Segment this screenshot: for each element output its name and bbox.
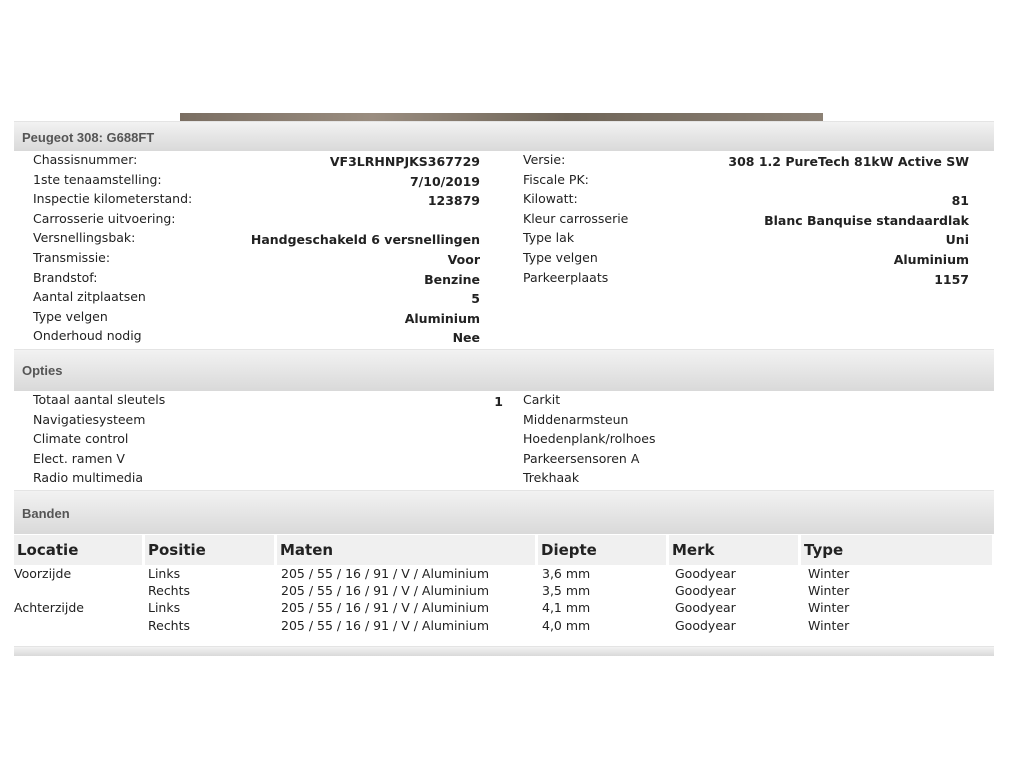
column-header-maten: Maten (277, 535, 535, 565)
field-value: Aluminium (893, 252, 969, 267)
field-label: Kilowatt: (523, 191, 578, 207)
tire-cell: Goodyear (675, 600, 736, 616)
vehicle-title: Peugeot 308: G688FT (22, 130, 155, 145)
field-value: Blanc Banquise standaardlak (764, 212, 969, 228)
tire-cell: Winter (808, 583, 850, 599)
option-label: Middenarmsteun (523, 411, 629, 427)
field-label: Inspectie kilometerstand: (33, 191, 193, 207)
tire-cell: Goodyear (675, 617, 736, 633)
tire-cell: 4,0 mm (542, 617, 591, 633)
field-value: Uni (945, 232, 969, 248)
field-value: Voor (447, 252, 480, 267)
field-label: Type lak (523, 230, 575, 246)
tire-cell: Goodyear (675, 566, 736, 581)
field-label: Type velgen (523, 250, 598, 265)
footer-bar (14, 646, 994, 656)
column-header-diepte: Diepte (538, 535, 666, 565)
field-label: Transmissie: (33, 250, 111, 265)
option-value: 1 (494, 394, 503, 409)
option-label: Carkit (523, 392, 561, 407)
tire-cell: Rechts (148, 583, 191, 599)
field-label: Carrosserie uitvoering: (33, 210, 176, 226)
field-label: Kleur carrosserie (523, 210, 629, 226)
tire-cell: 205 / 55 / 16 / 91 / V / Aluminium (281, 583, 490, 599)
tire-cell: 205 / 55 / 16 / 91 / V / Aluminium (281, 600, 490, 616)
column-header-merk: Merk (669, 535, 798, 565)
field-label: Aantal zitplaatsen (33, 289, 146, 305)
option-label: Parkeersensoren A (523, 450, 640, 466)
vehicle-photo (180, 113, 823, 121)
field-value: 7/10/2019 (409, 173, 480, 189)
field-value: Nee (452, 330, 480, 346)
field-value: VF3LRHNPJKS367729 (329, 154, 480, 169)
field-value: 81 (951, 193, 969, 209)
field-label: Type velgen (33, 308, 108, 324)
field-label: Fiscale PK: (523, 171, 589, 187)
tire-cell: 205 / 55 / 16 / 91 / V / Aluminium (281, 617, 490, 633)
field-label: Brandstof: (33, 269, 98, 285)
tire-cell: Voorzijde (14, 566, 72, 581)
field-label: Versnellingsbak: (33, 230, 136, 246)
column-header-type: Type (801, 535, 992, 565)
tires-header: Banden (14, 490, 994, 534)
option-label: Radio multimedia (33, 470, 143, 486)
tire-cell: 3,5 mm (542, 583, 591, 599)
tire-cell: Winter (808, 600, 850, 616)
tire-cell: 205 / 55 / 16 / 91 / V / Aluminium (281, 566, 490, 581)
option-label: Hoedenplank/rolhoes (523, 431, 656, 447)
field-label: Versie: (523, 152, 566, 167)
field-label: Onderhoud nodig (33, 328, 142, 344)
vehicle-header: Peugeot 308: G688FT (14, 121, 994, 151)
tire-cell: Rechts (148, 617, 191, 633)
tire-cell: Winter (808, 566, 850, 581)
option-label: Elect. ramen V (33, 450, 125, 466)
tire-cell: 4,1 mm (542, 600, 591, 616)
options-header: Opties (14, 349, 994, 391)
options-title: Opties (22, 363, 63, 378)
tire-cell: Goodyear (675, 583, 736, 599)
field-value: Aluminium (404, 310, 480, 326)
field-value: 5 (471, 291, 480, 307)
tire-cell: Winter (808, 617, 850, 633)
option-label: Totaal aantal sleutels (33, 392, 166, 407)
column-header-locatie: Locatie (14, 535, 142, 565)
field-label: Chassisnummer: (33, 152, 138, 167)
field-value: Benzine (424, 271, 480, 287)
field-value: Handgeschakeld 6 versnellingen (250, 232, 480, 248)
option-label: Trekhaak (523, 470, 580, 486)
column-header-positie: Positie (145, 535, 274, 565)
tire-cell: Achterzijde (14, 600, 84, 616)
tires-title: Banden (22, 506, 70, 521)
tire-cell: Links (148, 566, 181, 581)
field-value: 1157 (934, 271, 969, 287)
tire-cell: Links (148, 600, 181, 616)
option-label: Navigatiesysteem (33, 411, 146, 427)
tire-cell: 3,6 mm (542, 566, 591, 581)
field-label: Parkeerplaats (523, 269, 609, 285)
option-label: Climate control (33, 431, 129, 447)
field-value: 308 1.2 PureTech 81kW Active SW (728, 154, 969, 169)
field-label: 1ste tenaamstelling: (33, 171, 162, 187)
field-value: 123879 (427, 193, 480, 209)
